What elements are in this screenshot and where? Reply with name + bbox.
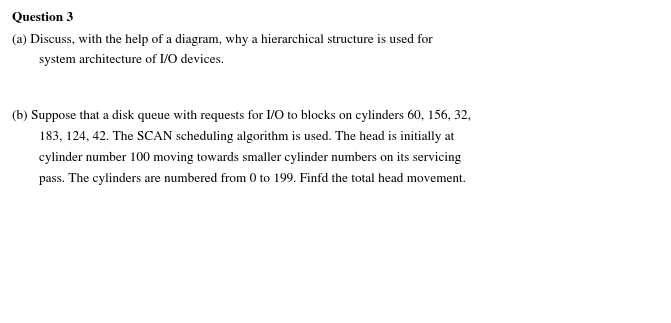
Text: system architecture of I/O devices.: system architecture of I/O devices. [39,53,224,66]
Text: cylinder number 100 moving towards smaller cylinder numbers on its servicing: cylinder number 100 moving towards small… [39,152,461,164]
Text: (b) Suppose that a disk queue with requests for I/O to blocks on cylinders 60, 1: (b) Suppose that a disk queue with reque… [12,110,471,122]
Text: pass. The cylinders are numbered from 0 to 199. Finfd the total head movement.: pass. The cylinders are numbered from 0 … [39,173,466,185]
Text: (a) Discuss, with the help of a diagram, why a hierarchical structure is used fo: (a) Discuss, with the help of a diagram,… [12,34,433,46]
Text: 183, 124, 42. The SCAN scheduling algorithm is used. The head is initially at: 183, 124, 42. The SCAN scheduling algori… [39,131,454,143]
Text: Question 3: Question 3 [12,11,73,23]
